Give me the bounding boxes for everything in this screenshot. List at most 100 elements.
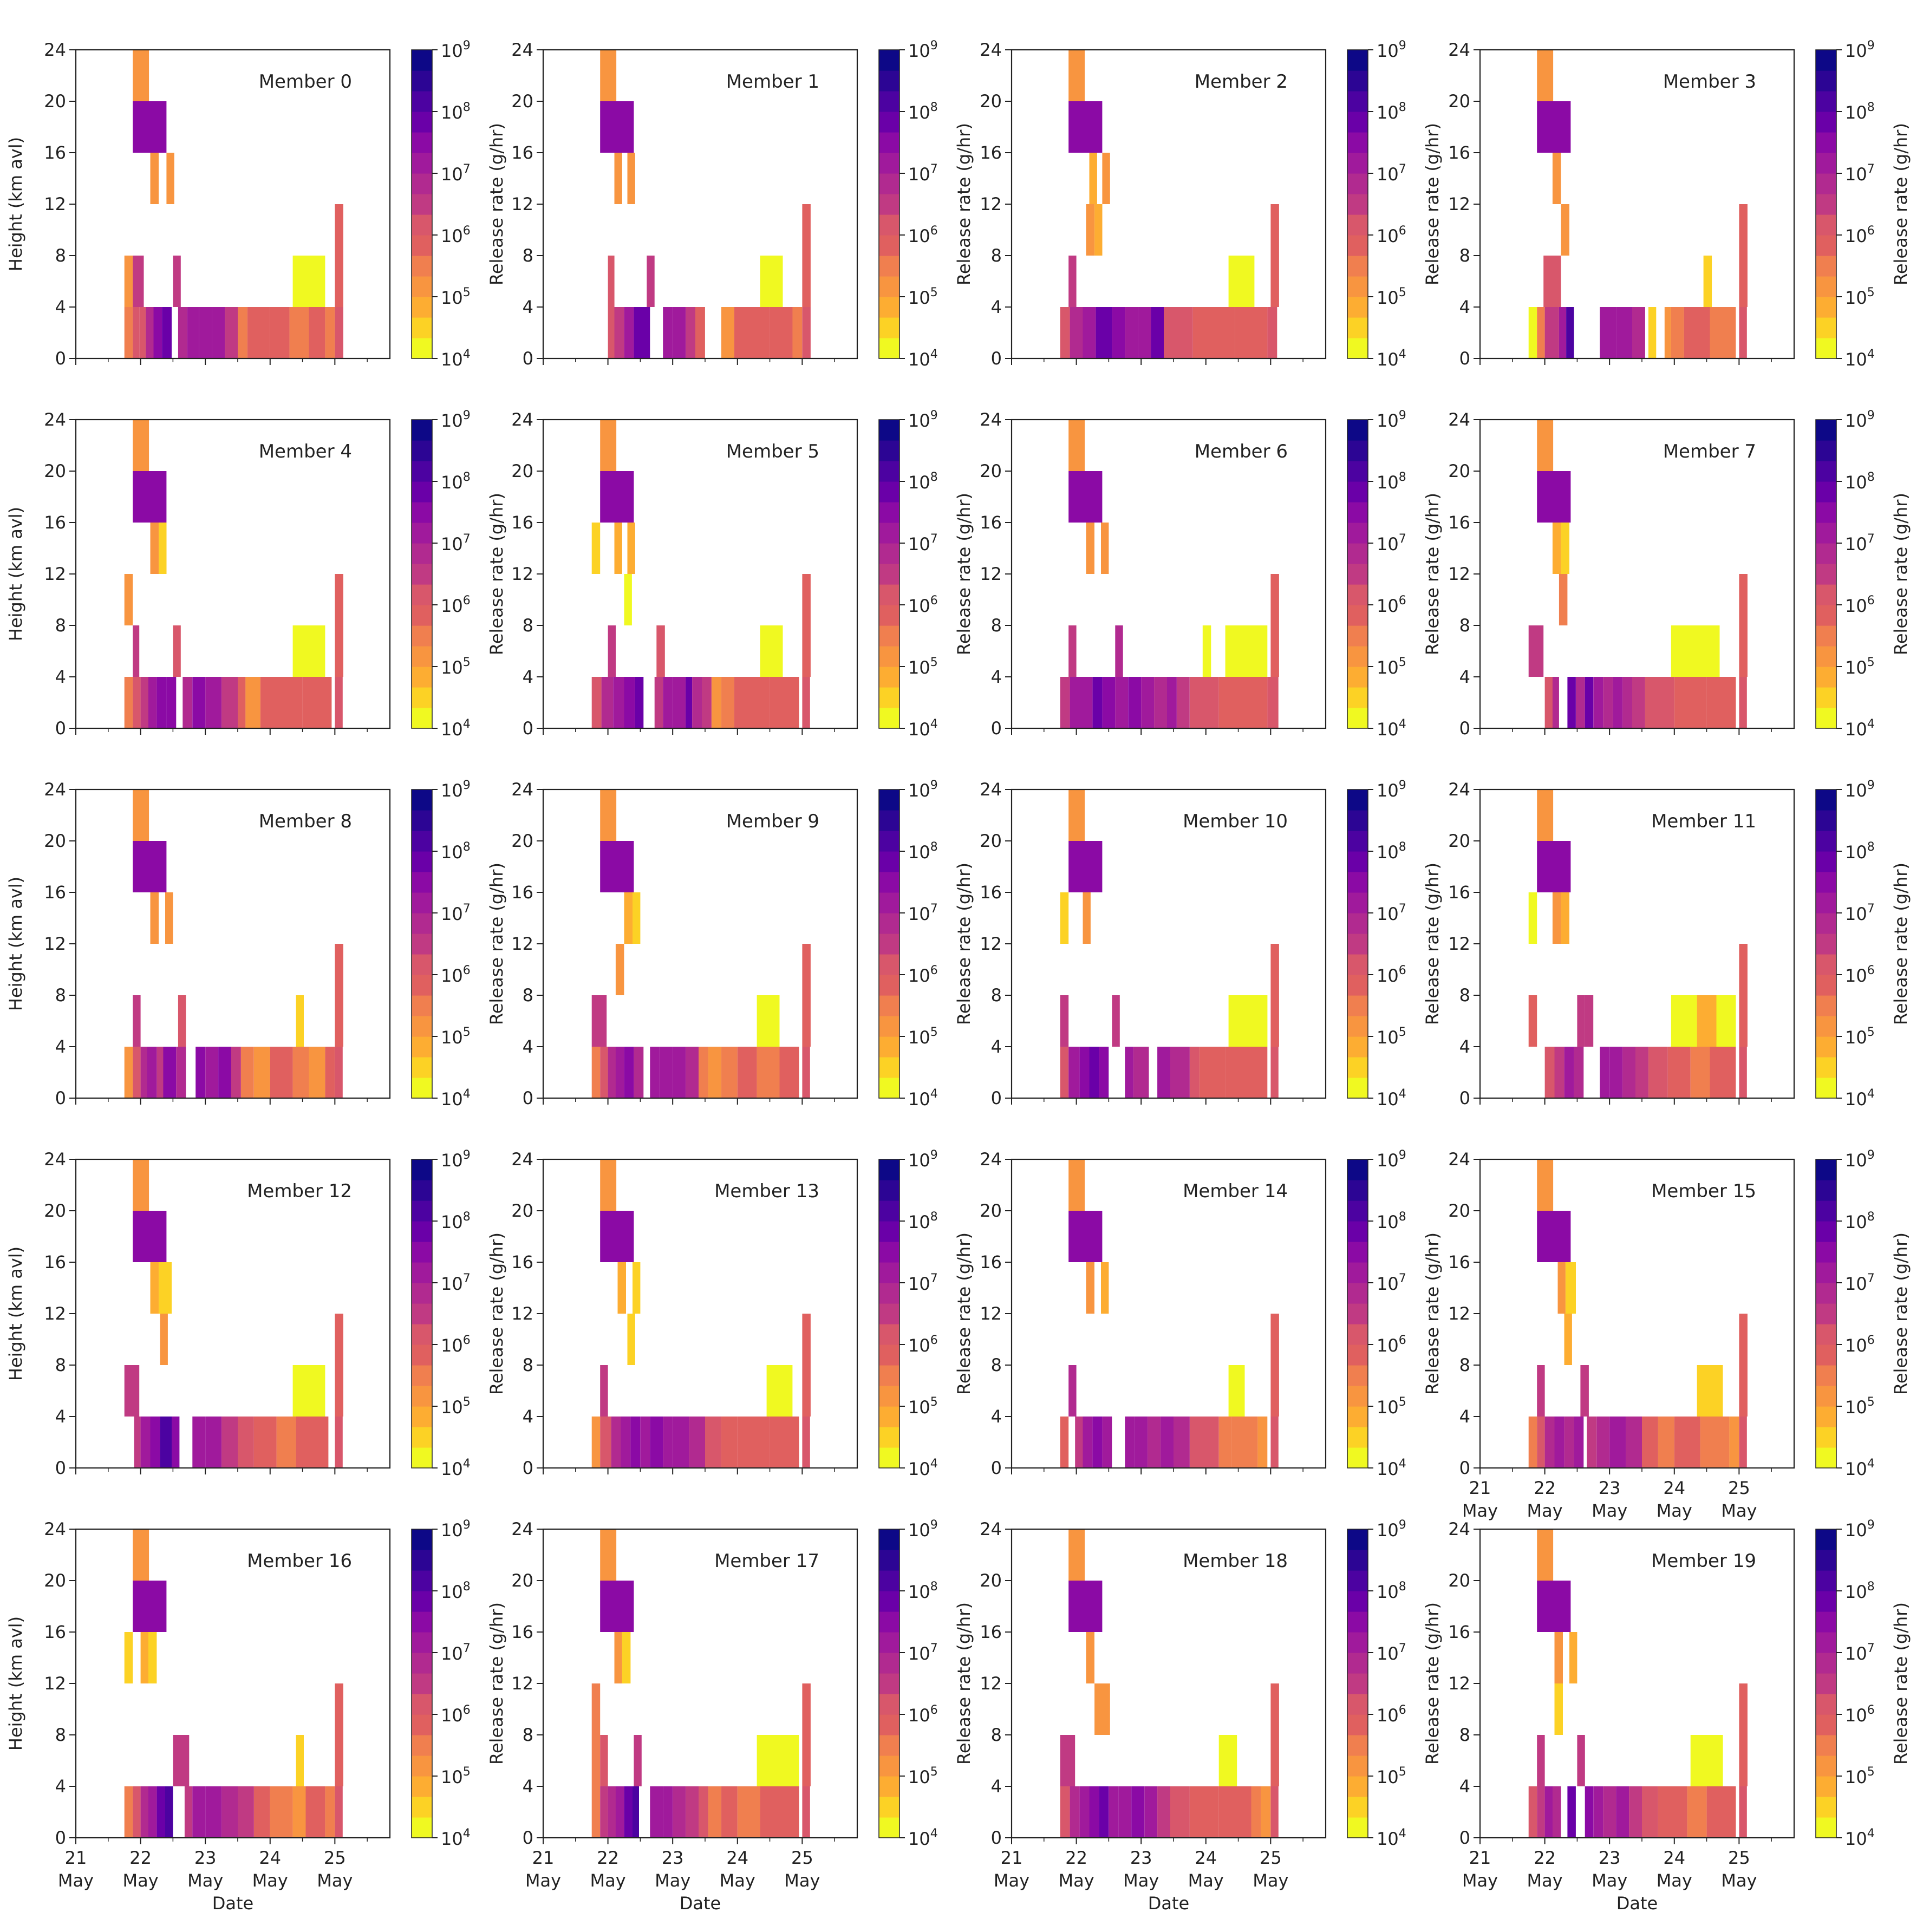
y-tick-label: 20 — [44, 461, 66, 481]
colorbar-segment — [412, 1673, 432, 1694]
release-cell — [1648, 1047, 1668, 1098]
release-cell — [600, 1211, 634, 1262]
release-cell — [1544, 1417, 1555, 1468]
colorbar-tick-label: 104 — [441, 1087, 471, 1109]
y-tick-label: 4 — [991, 1036, 1002, 1057]
colorbar-tick-label: 104 — [908, 348, 938, 370]
release-cell — [757, 995, 780, 1047]
release-cell — [1543, 256, 1561, 307]
colorbar-segment — [412, 975, 432, 996]
colorbar-segment — [1816, 70, 1836, 92]
release-cell — [608, 625, 616, 677]
colorbar-segment — [1816, 297, 1836, 318]
colorbar-tick-label: 109 — [1377, 1148, 1406, 1171]
release-cell — [1125, 1417, 1135, 1468]
colorbar-segment — [412, 1036, 432, 1058]
release-cell — [1060, 1735, 1075, 1786]
colorbar-tick-label: 108 — [1845, 1580, 1875, 1602]
release-cell — [663, 307, 673, 358]
release-cell — [1739, 995, 1748, 1047]
release-cell — [1593, 677, 1603, 728]
x-tick-label: May — [1592, 1500, 1627, 1521]
colorbar-segment — [412, 1406, 432, 1427]
colorbar-segment — [879, 1735, 899, 1756]
release-cell — [1528, 625, 1544, 677]
release-cell — [721, 1786, 738, 1838]
y-tick-label: 0 — [55, 1827, 66, 1848]
colorbar-frame — [411, 49, 433, 359]
colorbar-segment — [1347, 1159, 1368, 1180]
release-cell — [1739, 204, 1748, 256]
colorbar-title: Release rate (g/hr) — [486, 863, 507, 1025]
colorbar-segment — [1816, 1200, 1836, 1222]
colorbar-segment — [879, 1057, 899, 1078]
release-cell — [614, 307, 624, 358]
y-tick-label: 0 — [55, 1458, 66, 1478]
colorbar-tick-label: 109 — [1845, 39, 1875, 61]
release-cell — [757, 1047, 780, 1098]
release-cell — [1552, 677, 1559, 728]
x-tick-label: May — [1059, 1870, 1094, 1891]
release-cell — [133, 1581, 167, 1632]
colorbar-tick-label: 106 — [1377, 964, 1406, 986]
release-cell — [335, 307, 343, 358]
release-cell — [1616, 307, 1632, 358]
release-cell — [1603, 677, 1613, 728]
colorbar-tick-label: 109 — [1845, 779, 1875, 801]
colorbar-segment — [412, 256, 432, 277]
release-cell — [1079, 1786, 1090, 1838]
release-cell — [187, 307, 199, 358]
y-tick-label: 0 — [523, 1088, 533, 1108]
release-cell — [634, 1047, 644, 1098]
release-cell — [1561, 204, 1569, 256]
release-cell — [624, 307, 634, 358]
colorbar-segment — [412, 1344, 432, 1366]
colorbar-segment — [412, 1386, 432, 1407]
release-cell — [1070, 1786, 1080, 1838]
release-cell — [1102, 677, 1116, 728]
y-tick-label: 4 — [523, 297, 533, 317]
colorbar-segment — [1816, 420, 1836, 441]
y-tick-label: 8 — [523, 1355, 533, 1375]
release-cell — [247, 307, 270, 358]
colorbar-segment — [1816, 872, 1836, 893]
colorbar-segment — [879, 605, 899, 626]
colorbar-segment — [1816, 440, 1836, 461]
panel-member-15: 0481216202421May22May23May24May25MayMemb… — [1448, 1148, 1911, 1521]
colorbar-segment — [1347, 256, 1368, 277]
y-tick-label: 20 — [980, 1570, 1002, 1591]
x-tick-label: 25 — [791, 1848, 813, 1868]
release-cell — [689, 1417, 705, 1468]
colorbar-segment — [1816, 1386, 1836, 1407]
y-tick-label: 0 — [523, 1827, 533, 1848]
colorbar-frame — [411, 1529, 433, 1838]
colorbar-tick-label: 108 — [908, 101, 938, 123]
release-cell — [1554, 1417, 1565, 1468]
y-tick-label: 0 — [1459, 1827, 1470, 1848]
colorbar-tick-label: 106 — [441, 1703, 471, 1726]
y-tick-label: 24 — [1448, 409, 1470, 430]
colorbar-frame — [1815, 1159, 1837, 1468]
release-cell — [150, 523, 159, 574]
colorbar-segment — [879, 975, 899, 996]
release-cell — [292, 625, 325, 677]
x-axis-title: Date — [1148, 1893, 1189, 1914]
y-tick-label: 16 — [511, 512, 533, 533]
colorbar-segment — [1347, 975, 1368, 996]
colorbar-segment — [879, 461, 899, 482]
colorbar: 104 105 106 107 108 109 Release rate (g/hr) — [878, 1518, 974, 1849]
release-cell — [802, 307, 811, 358]
release-cell — [153, 307, 162, 358]
y-tick-label: 8 — [55, 245, 66, 266]
release-cell — [1092, 677, 1103, 728]
colorbar-tick-label: 108 — [441, 101, 471, 123]
release-cell — [133, 995, 141, 1047]
release-cell — [600, 841, 634, 892]
release-cell — [1164, 307, 1193, 358]
y-tick-label: 16 — [1448, 1252, 1470, 1272]
release-cell — [133, 1047, 141, 1098]
release-cell — [1102, 1683, 1110, 1735]
member-label: Member 13 — [714, 1180, 819, 1202]
release-cell — [624, 1047, 634, 1098]
release-cell — [221, 1786, 238, 1838]
